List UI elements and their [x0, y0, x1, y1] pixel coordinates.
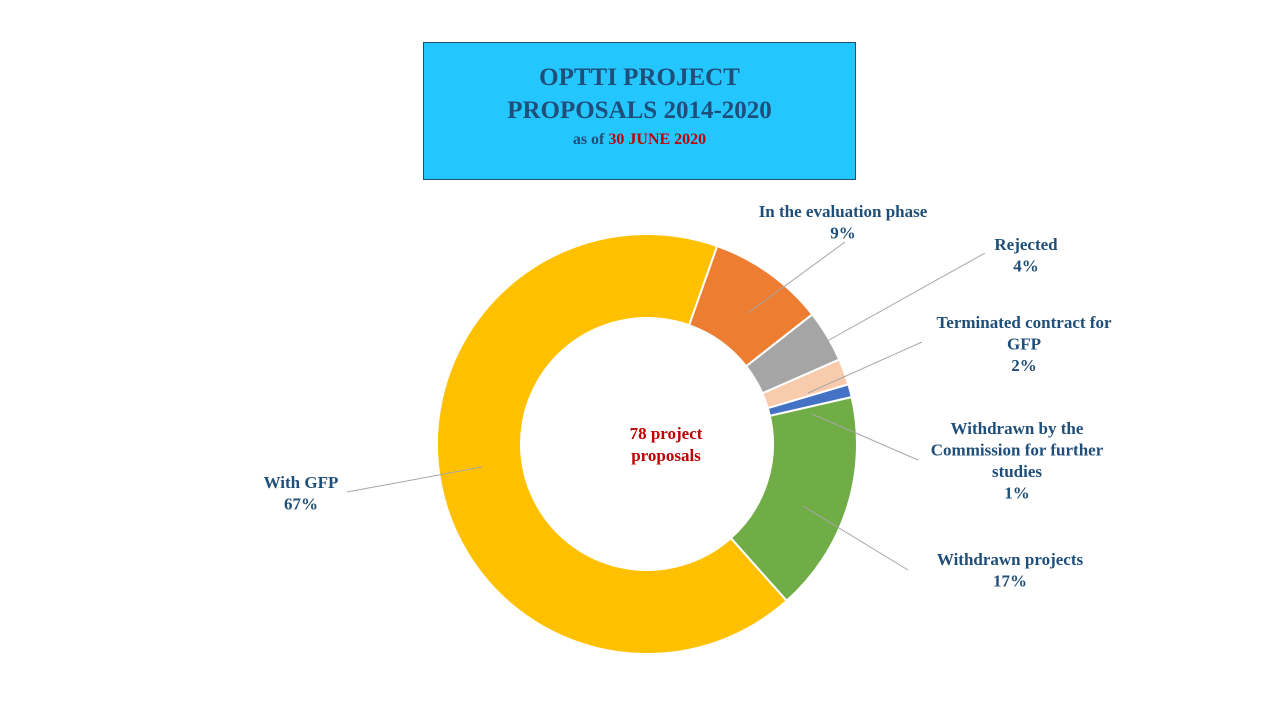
slice-name-label: In the evaluation phase — [759, 202, 928, 221]
slice-percent-label: 2% — [1011, 356, 1037, 375]
leader-line — [803, 252, 986, 355]
slice-with-gfp — [436, 233, 789, 655]
center-label: 78 project — [630, 424, 703, 443]
slice-name-label: Terminated contract for — [937, 313, 1112, 332]
slice-name-label: Withdrawn projects — [937, 550, 1084, 569]
chart-subtitle: as of 30 JUNE 2020 — [424, 131, 855, 149]
slice-percent-label: 9% — [830, 224, 856, 243]
chart-title-line2: PROPOSALS 2014-2020 — [507, 97, 772, 124]
slice-name-label: GFP — [1007, 335, 1041, 354]
subtitle-prefix: as of — [572, 131, 605, 148]
center-label: proposals — [631, 446, 701, 465]
slice-name-label: With GFP — [264, 473, 339, 492]
leader-line — [811, 413, 919, 461]
chart-title-line1: OPTTI PROJECT — [539, 64, 740, 91]
slice-percent-label: 4% — [1013, 257, 1039, 276]
slice-percent-label: 17% — [993, 572, 1027, 591]
leader-line — [802, 505, 909, 571]
slice-name-label: studies — [992, 462, 1042, 481]
leader-line — [747, 241, 846, 314]
leader-line — [807, 341, 923, 394]
title-box: OPTTI PROJECT PROPOSALS 2014-2020 as of … — [423, 42, 856, 180]
slice-name-label: Commission for further — [931, 441, 1104, 460]
slice-percent-label: 1% — [1004, 484, 1030, 503]
subtitle-date: 30 JUNE 2020 — [608, 131, 707, 148]
leader-line — [346, 466, 483, 493]
slice-name-label: Withdrawn by the — [951, 419, 1084, 438]
slice-percent-label: 67% — [284, 495, 318, 514]
slice-name-label: Rejected — [994, 235, 1058, 254]
